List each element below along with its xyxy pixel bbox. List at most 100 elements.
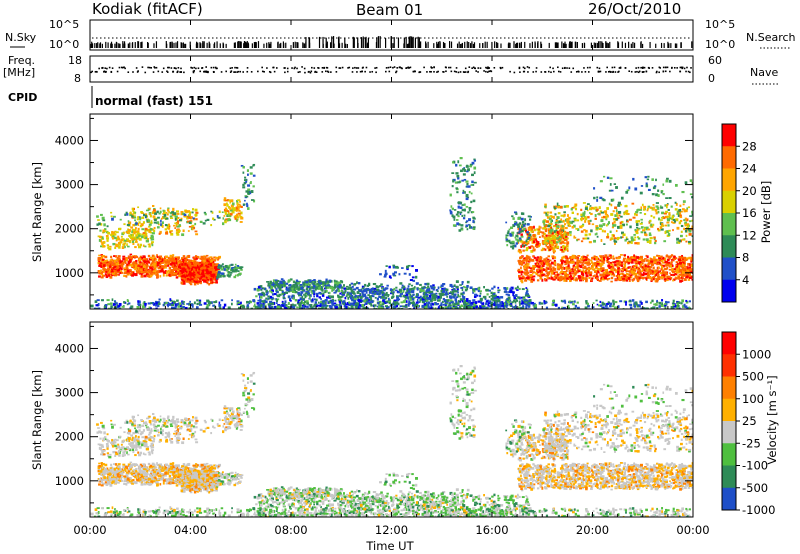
power-cell (673, 273, 676, 276)
freq-point (141, 66, 144, 68)
power-cell (278, 287, 282, 291)
power-cell (102, 264, 106, 267)
freq-point (311, 66, 313, 69)
power-cell (412, 296, 416, 299)
power-cell (231, 267, 233, 270)
power-cell (341, 291, 345, 295)
freq-point (527, 71, 529, 73)
power-cell (667, 261, 671, 265)
freq-point (607, 70, 610, 73)
power-cell (416, 287, 419, 290)
power-cell (102, 229, 105, 233)
power-cell (230, 213, 233, 216)
power-cell (224, 211, 227, 214)
power-cell (185, 278, 188, 282)
power-cell (123, 269, 126, 272)
power-cell (213, 218, 216, 221)
freq-point (321, 66, 324, 69)
power-cell (235, 213, 239, 217)
power-cell (558, 273, 561, 276)
power-cell (160, 223, 162, 226)
freq-point (670, 67, 673, 69)
power-cell (638, 269, 641, 272)
power-cell (103, 223, 106, 227)
power-cell (472, 288, 476, 291)
power-cell (616, 265, 619, 268)
power-cell (324, 300, 327, 304)
power-cell (618, 270, 621, 273)
power-cell (358, 302, 360, 305)
power-cell (591, 266, 594, 269)
power-cell (190, 273, 194, 277)
freq-point (172, 70, 175, 73)
power-cell (139, 224, 143, 228)
power-cell (174, 227, 177, 229)
power-cell (465, 193, 469, 197)
power-cell (582, 278, 585, 282)
freq-point (523, 70, 526, 73)
power-cell (256, 288, 260, 292)
power-cell (214, 276, 217, 279)
power-cell (544, 274, 548, 277)
power-cell (150, 234, 154, 238)
freq-point (638, 70, 641, 73)
power-cell (403, 287, 406, 291)
freq-point (195, 67, 197, 70)
power-cell (483, 295, 487, 299)
power-cell (247, 184, 251, 187)
power-cell (618, 276, 621, 279)
power-cell (245, 190, 249, 193)
power-cell (216, 215, 219, 218)
power-cell (473, 159, 477, 162)
power-cell (188, 221, 191, 224)
power-cell (311, 292, 314, 295)
power-cell (119, 271, 122, 275)
power-cell (484, 298, 487, 300)
freq-point (387, 66, 390, 69)
power-cell (385, 296, 388, 300)
power-cell (193, 280, 196, 283)
freq-point (464, 67, 467, 70)
power-cell (153, 264, 156, 268)
power-cell (405, 292, 409, 295)
power-cell (192, 226, 196, 230)
power-cell (111, 232, 115, 235)
power-cell (287, 279, 291, 282)
power-cell (361, 299, 365, 303)
freq-point (313, 67, 316, 69)
power-cell (631, 270, 633, 273)
power-cell (282, 281, 286, 283)
power-cell (535, 269, 539, 273)
power-cell (217, 265, 221, 269)
power-cell (357, 282, 361, 285)
power-cell (442, 283, 446, 286)
power-cell (257, 305, 261, 309)
power-cell (206, 265, 210, 269)
power-cell (188, 213, 192, 216)
power-cell (132, 264, 135, 267)
freq-point (468, 66, 471, 68)
freq-point (234, 66, 236, 69)
power-cell (654, 274, 657, 278)
freq-point (664, 70, 667, 73)
power-cell (500, 304, 504, 307)
power-cell (677, 262, 679, 266)
power-cell (329, 280, 331, 283)
freq-point (395, 70, 398, 73)
power-cell (595, 273, 598, 276)
power-cell (271, 298, 274, 301)
power-cell (674, 266, 677, 270)
power-cell (356, 281, 358, 284)
power-cell (575, 256, 578, 259)
power-cell (199, 220, 203, 224)
power-cell (185, 210, 188, 213)
power-cell (103, 268, 106, 272)
power-cell (368, 282, 371, 286)
power-cell (109, 260, 112, 264)
power-cell (657, 273, 660, 277)
power-cell (505, 299, 508, 302)
power-cell (468, 208, 471, 212)
power-cell (191, 211, 194, 214)
power-cell (115, 231, 119, 234)
power-cell (196, 261, 200, 265)
